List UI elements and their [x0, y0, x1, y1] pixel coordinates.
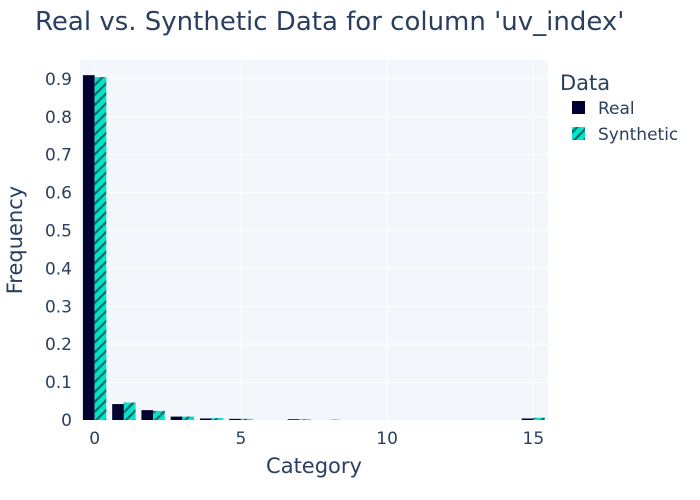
- bars-group: [82, 75, 546, 420]
- bar-synthetic-5[interactable]: [240, 418, 253, 420]
- bar-real-0[interactable]: [82, 75, 95, 420]
- y-tick-label: 0.3: [45, 297, 72, 317]
- legend-swatch-real: [572, 101, 585, 114]
- grid-lines: [80, 60, 548, 420]
- bar-synthetic-2[interactable]: [153, 410, 165, 420]
- x-tick-label: 0: [89, 429, 100, 449]
- y-tick-label: 0.8: [45, 108, 72, 128]
- bar-real-7[interactable]: [287, 419, 300, 420]
- y-tick-label: 0.2: [45, 335, 72, 355]
- x-tick-label: 15: [523, 429, 545, 449]
- bar-synthetic-4[interactable]: [211, 418, 224, 420]
- legend: Data Real Synthetic: [560, 71, 678, 145]
- x-tick-labels: 0 5 10 15: [89, 429, 544, 449]
- bar-real-3[interactable]: [170, 416, 183, 420]
- plot-area: [80, 60, 548, 420]
- bar-real-5[interactable]: [229, 418, 241, 420]
- bar-synthetic-7[interactable]: [299, 419, 312, 420]
- bar-synthetic-1[interactable]: [123, 402, 136, 420]
- bar-real-15[interactable]: [521, 418, 534, 420]
- x-tick-label: 5: [235, 429, 246, 449]
- bar-synthetic-3[interactable]: [182, 416, 195, 420]
- legend-label-synthetic[interactable]: Synthetic: [598, 125, 678, 145]
- y-tick-label: 0.9: [45, 70, 72, 90]
- bar-real-4[interactable]: [199, 418, 212, 420]
- y-tick-label: 0.1: [45, 373, 72, 393]
- bar-real-1[interactable]: [112, 404, 124, 420]
- legend-swatch-synthetic: [572, 127, 585, 140]
- y-tick-labels: 0 0.1 0.2 0.3 0.4 0.5 0.6 0.7 0.8 0.9: [45, 70, 72, 431]
- y-tick-label: 0.4: [45, 259, 72, 279]
- y-tick-label: 0.7: [45, 146, 72, 166]
- legend-title: Data: [560, 71, 610, 95]
- y-tick-label: 0.5: [45, 222, 72, 242]
- y-axis-title: Frequency: [3, 186, 27, 295]
- x-axis-title: Category: [266, 454, 362, 478]
- y-tick-label: 0: [61, 411, 72, 431]
- bar-synthetic-15[interactable]: [533, 417, 546, 420]
- y-tick-label: 0.6: [45, 184, 72, 204]
- bar-synthetic-0[interactable]: [94, 77, 107, 420]
- x-tick-label: 10: [376, 429, 398, 449]
- bar-real-2[interactable]: [141, 410, 154, 420]
- chart-title: Real vs. Synthetic Data for column 'uv_i…: [35, 7, 624, 37]
- legend-label-real[interactable]: Real: [598, 99, 635, 119]
